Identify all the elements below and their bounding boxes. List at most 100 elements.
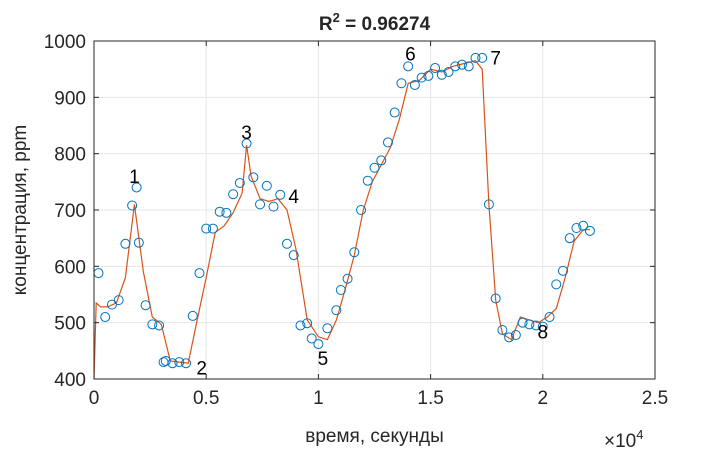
sample-point <box>376 155 387 166</box>
sample-point <box>517 317 528 328</box>
point-annotation: 1 <box>129 167 140 188</box>
sample-point <box>281 238 292 249</box>
sample-point <box>349 247 360 258</box>
sample-point <box>120 238 131 249</box>
sample-point <box>288 250 299 261</box>
point-annotation: 4 <box>288 187 299 208</box>
x-tick-label: 2.5 <box>642 388 668 409</box>
sample-point <box>228 189 239 200</box>
sample-point <box>342 273 353 284</box>
x-tick-label: 0.5 <box>193 388 219 409</box>
sample-point <box>133 237 144 248</box>
sample-point <box>234 177 245 188</box>
y-tick-label: 800 <box>54 145 86 166</box>
y-axis-label: концентрация, ppm <box>10 125 31 295</box>
sample-point <box>504 332 515 343</box>
ticks: 0 0.5 1 1.5 2 2.5 400 500 600 700 800 900 1000 <box>44 32 668 409</box>
point-annotation: 3 <box>241 123 252 144</box>
title-superscript: 2 <box>333 10 340 25</box>
sample-point <box>331 305 342 316</box>
sample-point <box>584 225 595 236</box>
sample-point <box>463 61 474 72</box>
sample-point <box>154 320 165 331</box>
sample-point <box>194 268 205 279</box>
sample-point <box>557 265 568 276</box>
y-tick-label: 1000 <box>44 32 86 53</box>
point-annotation: 7 <box>490 49 501 70</box>
sample-point <box>167 358 178 369</box>
point-annotation: 6 <box>405 45 416 66</box>
sample-point <box>113 295 124 306</box>
sample-point <box>127 200 138 211</box>
sample-point <box>382 137 393 148</box>
x-tick-label: 1.5 <box>417 388 443 409</box>
fit-line <box>93 60 590 380</box>
sample-point <box>551 279 562 290</box>
sample-point <box>369 162 380 173</box>
sample-marker-layer <box>93 52 595 369</box>
sample-point <box>396 78 407 89</box>
sample-point <box>181 358 192 369</box>
sample-point <box>174 357 185 368</box>
point-annotation: 2 <box>196 358 207 379</box>
sample-point <box>416 72 427 83</box>
sample-point <box>295 320 306 331</box>
x-axis-label: время, секунды <box>305 426 443 447</box>
y-tick-label: 700 <box>54 201 86 222</box>
title-main: R <box>319 14 333 35</box>
sample-point <box>490 293 501 304</box>
sample-point <box>335 284 346 295</box>
sample-point <box>510 330 521 341</box>
sample-point <box>241 138 252 149</box>
y-tick-label: 900 <box>54 88 86 109</box>
sample-point <box>409 79 420 90</box>
point-annotation: 5 <box>318 349 329 370</box>
sample-point <box>477 52 488 63</box>
sample-point <box>160 355 171 366</box>
chart-title: R2 = 0.96274 <box>319 10 431 35</box>
sample-point <box>147 319 158 330</box>
sample-point <box>261 180 272 191</box>
sample-point <box>100 312 111 323</box>
sample-point <box>571 223 582 234</box>
sample-point <box>450 61 461 72</box>
x-multiplier-exponent: 4 <box>636 427 643 442</box>
sample-point <box>578 220 589 231</box>
x-multiplier-base: ×10 <box>604 431 636 452</box>
sample-point <box>302 318 313 329</box>
sample-point <box>403 61 414 72</box>
sample-point <box>483 199 494 210</box>
sample-point <box>470 52 481 63</box>
sample-point <box>537 321 548 332</box>
sample-point <box>275 189 286 200</box>
title-value: = 0.96274 <box>340 14 431 35</box>
sample-point <box>201 223 212 234</box>
sample-point <box>436 69 447 80</box>
sample-point <box>214 206 225 217</box>
sample-point <box>443 66 454 77</box>
sample-point <box>106 299 117 310</box>
sample-point <box>221 207 232 218</box>
annotations: 1 2 3 4 5 6 7 8 <box>129 45 548 380</box>
sample-point <box>531 320 542 331</box>
sample-point <box>564 233 575 244</box>
sample-point <box>306 333 317 344</box>
grid <box>93 40 656 380</box>
x-axis-multiplier: ×104 <box>604 427 643 452</box>
sample-point <box>497 324 508 335</box>
y-tick-label: 500 <box>54 314 86 335</box>
point-annotation: 8 <box>538 322 549 343</box>
x-tick-label: 1 <box>313 388 324 409</box>
sample-point <box>255 199 266 210</box>
sample-point <box>93 268 104 279</box>
sample-point <box>313 339 324 350</box>
sample-point <box>544 312 555 323</box>
sample-point <box>457 59 468 70</box>
sample-point <box>248 172 259 183</box>
sample-point <box>131 182 142 193</box>
fit-line-layer <box>93 60 590 380</box>
sample-point <box>187 310 198 321</box>
sample-point <box>430 63 441 74</box>
sample-point <box>356 205 367 215</box>
